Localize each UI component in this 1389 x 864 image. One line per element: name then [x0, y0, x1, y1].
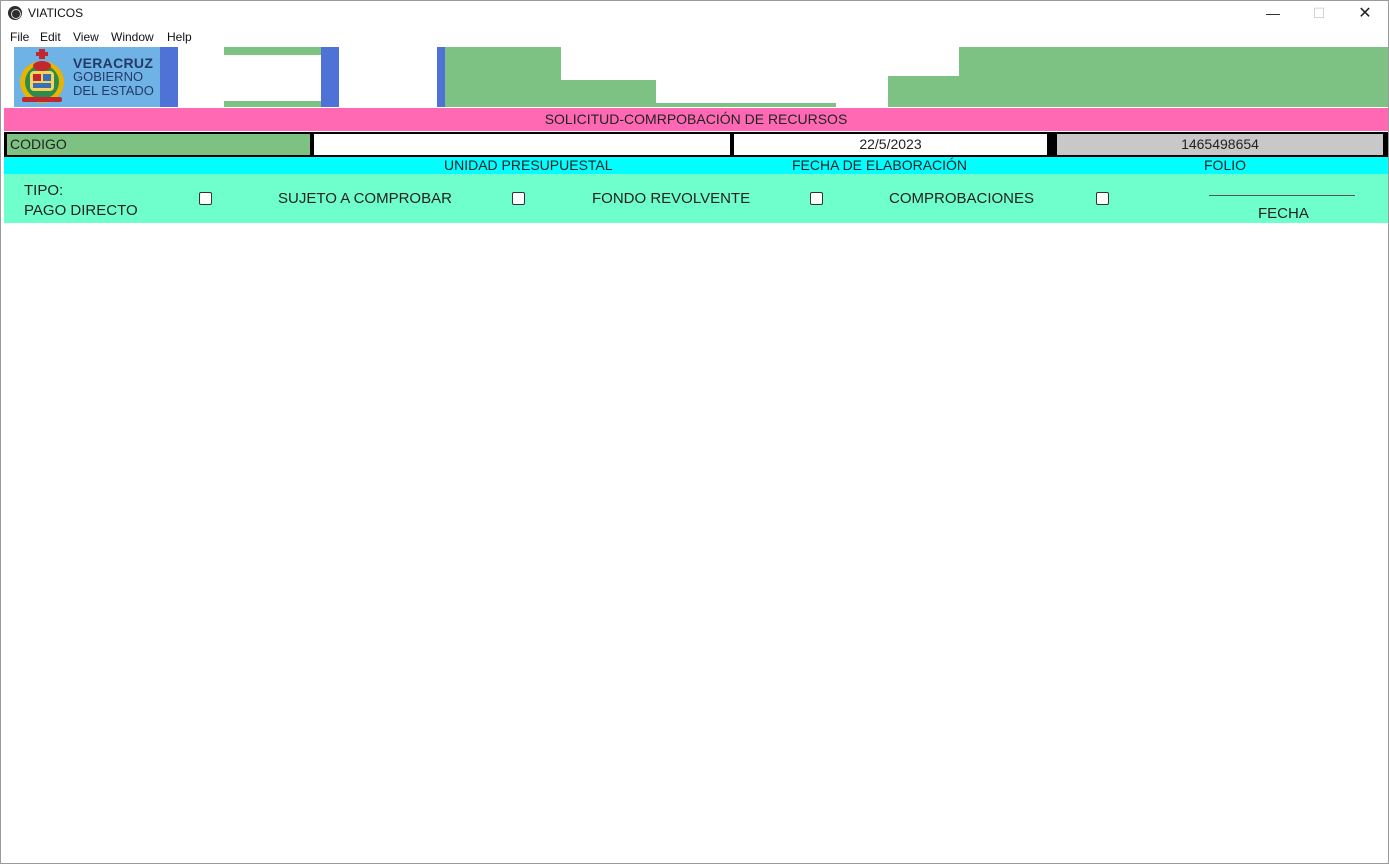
logo-title: VERACRUZ — [73, 55, 154, 71]
window-title: VIATICOS — [28, 6, 84, 20]
pago-directo-checkbox[interactable] — [199, 192, 212, 205]
menu-view[interactable]: View — [73, 30, 99, 44]
labels-row: UNIDAD PRESUPUESTAL FECHA DE ELABORACIÓN… — [4, 157, 1388, 174]
banner-blue-block — [321, 47, 339, 107]
pago-directo-label: PAGO DIRECTO — [24, 202, 138, 219]
unidad-presupuestal-input[interactable] — [314, 134, 730, 155]
info-row: CODIGO 22/5/2023 1465498654 — [4, 132, 1388, 157]
maximize-button[interactable]: ☐ — [1312, 5, 1326, 21]
unidad-presupuestal-label: UNIDAD PRESUPUESTAL — [444, 157, 613, 173]
page-title: SOLICITUD-COMRPOBACIÓN DE RECURSOS — [4, 108, 1388, 131]
menu-window[interactable]: Window — [111, 30, 154, 44]
menu-bar: File Edit View Window Help — [1, 27, 1388, 47]
tipo-row: TIPO: PAGO DIRECTO SUJETO A COMPROBAR FO… — [4, 174, 1388, 223]
banner-green-block — [959, 47, 1388, 107]
sujeto-a-comprobar-checkbox[interactable] — [512, 192, 525, 205]
codigo-label: CODIGO — [7, 134, 310, 155]
veracruz-logo: VERACRUZ GOBIERNO DEL ESTADO — [14, 47, 160, 107]
banner-green-block — [888, 76, 960, 107]
sujeto-a-comprobar-label: SUJETO A COMPROBAR — [278, 190, 452, 207]
folio-label: FOLIO — [1204, 157, 1247, 173]
close-button[interactable]: ✕ — [1358, 5, 1372, 22]
logo-text: VERACRUZ GOBIERNO DEL ESTADO — [73, 56, 154, 98]
menu-help[interactable]: Help — [167, 30, 192, 44]
app-icon — [8, 6, 22, 20]
banner-green-block — [445, 47, 561, 107]
banner-blue-block — [160, 47, 178, 107]
fecha-elaboracion-label: FECHA DE ELABORACIÓN — [792, 157, 968, 173]
fecha-label: FECHA — [1258, 205, 1309, 222]
fondo-revolvente-label: FONDO REVOLVENTE — [592, 190, 751, 207]
folio-value: 1465498654 — [1057, 134, 1383, 155]
tipo-title: TIPO: — [24, 182, 64, 199]
fecha-elaboracion-field[interactable]: 22/5/2023 — [734, 134, 1047, 155]
banner-blue-block — [437, 47, 445, 107]
menu-file[interactable]: File — [10, 30, 30, 44]
logo-subtitle-2: DEL ESTADO — [73, 83, 154, 98]
logo-subtitle-1: GOBIERNO — [73, 69, 144, 84]
comprobaciones-checkbox[interactable] — [1096, 192, 1109, 205]
header-banner: VERACRUZ GOBIERNO DEL ESTADO — [4, 47, 1388, 107]
minimize-button[interactable]: — — [1266, 5, 1280, 21]
banner-green-block — [224, 47, 321, 55]
fondo-revolvente-checkbox[interactable] — [810, 192, 823, 205]
menu-edit[interactable]: Edit — [40, 30, 61, 44]
banner-green-block — [224, 101, 321, 107]
banner-green-block — [656, 103, 836, 107]
banner-green-block — [561, 80, 656, 107]
fecha-signature-line — [1209, 195, 1355, 196]
comprobaciones-label: COMPROBACIONES — [889, 190, 1035, 207]
veracruz-crest-icon — [20, 49, 64, 103]
title-bar[interactable]: VIATICOS — ☐ ✕ — [1, 1, 1388, 26]
tipo-label: TIPO: PAGO DIRECTO — [24, 181, 138, 221]
